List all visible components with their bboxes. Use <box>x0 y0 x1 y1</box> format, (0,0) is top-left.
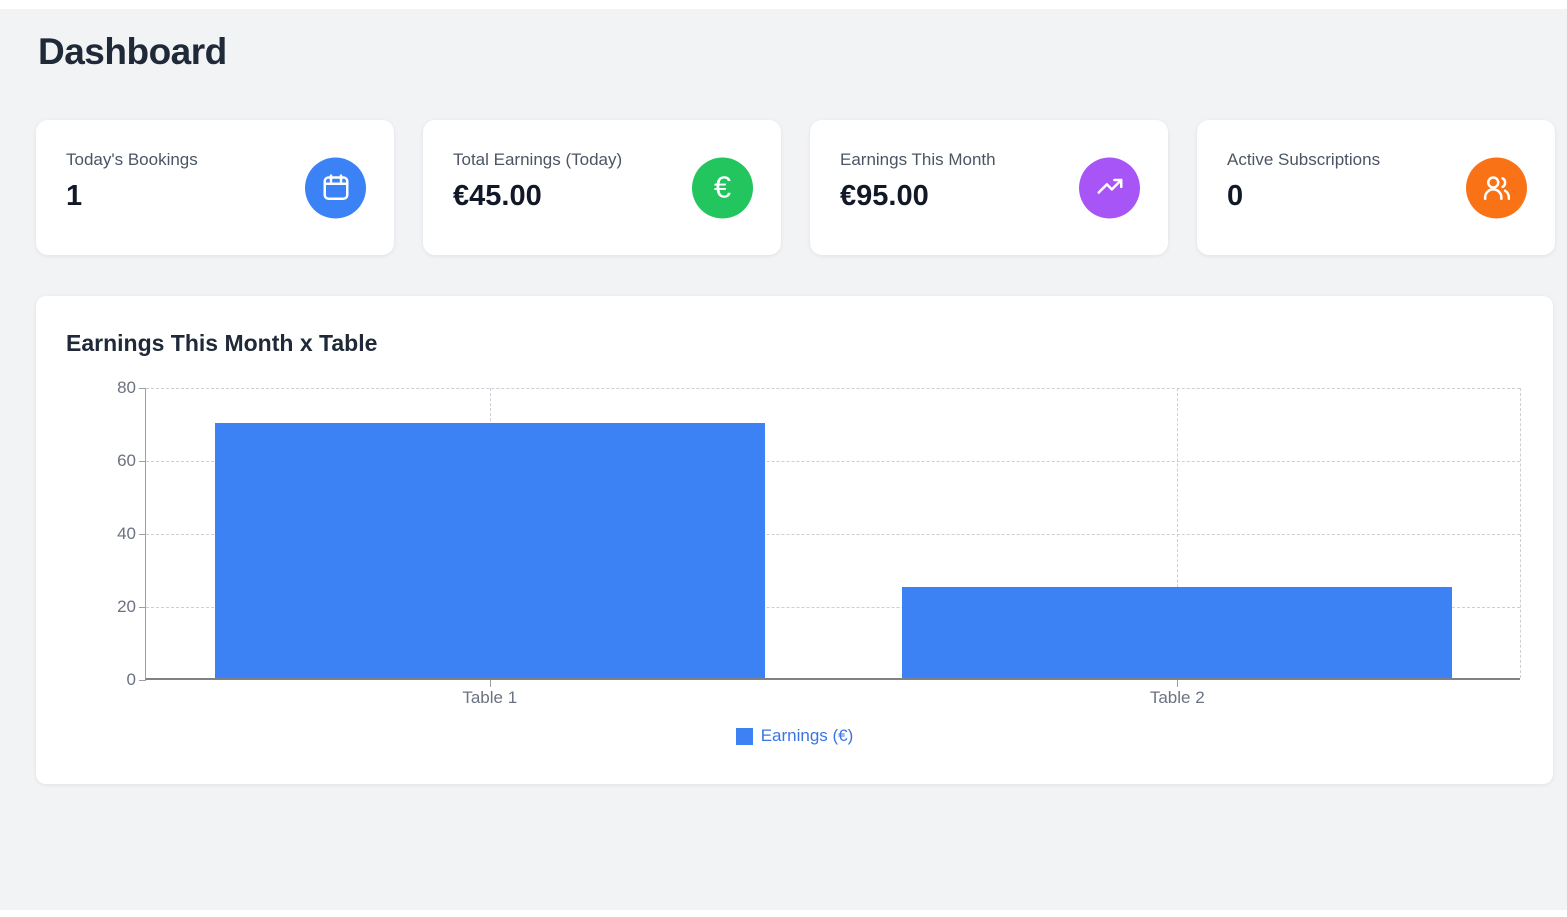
bar-table-1 <box>214 422 765 678</box>
legend-swatch <box>735 727 753 745</box>
x-axis-label: Table 1 <box>462 688 518 707</box>
gridline-y-40 <box>146 534 1520 535</box>
y-axis-label: 60 <box>117 451 136 470</box>
earnings-chart-card: Earnings This Month x Table 0 20 40 60 80 Tab… <box>36 296 1553 784</box>
stat-label: Today's Bookings <box>66 150 198 169</box>
stat-label: Earnings This Month <box>840 150 996 169</box>
trending-up-icon <box>1079 157 1140 218</box>
stat-card-earnings-this-month: Earnings This Month €95.00 <box>810 120 1168 255</box>
stat-card-todays-bookings: Today's Bookings 1 <box>36 120 394 255</box>
chart-title: Earnings This Month x Table <box>66 330 378 356</box>
y-axis-label: 0 <box>126 670 136 689</box>
y-axis-tick <box>139 461 146 462</box>
legend-label: Earnings (€) <box>760 726 854 745</box>
dashboard-page: Dashboard Today's Bookings 1 Total Earni… <box>0 9 1567 910</box>
calendar-icon <box>305 157 366 218</box>
y-axis-tick <box>139 388 146 389</box>
y-axis-tick <box>139 607 146 608</box>
y-axis-label: 40 <box>117 524 136 543</box>
y-axis-label: 80 <box>117 378 136 397</box>
chart-legend: Earnings (€) <box>36 726 1553 746</box>
page-title: Dashboard <box>38 31 227 72</box>
bar-table-2 <box>902 586 1453 678</box>
gridline-y-80 <box>146 388 1520 389</box>
bar-chart-plot: 0 20 40 60 80 Table 1 Table 2 <box>117 378 1521 707</box>
stats-row: Today's Bookings 1 Total Earnings (Today… <box>36 120 1555 255</box>
stat-label: Active Subscriptions <box>1227 150 1381 169</box>
stat-value: €45.00 <box>453 180 542 212</box>
stat-card-active-subscriptions: Active Subscriptions 0 <box>1197 120 1555 255</box>
stat-label: Total Earnings (Today) <box>453 150 623 169</box>
gridline-y-20 <box>146 607 1520 608</box>
gridline-x-2 <box>1177 388 1179 678</box>
x-axis-tick <box>489 680 491 687</box>
gridline-x-right-edge <box>1520 388 1521 678</box>
y-axis-tick <box>139 534 146 535</box>
x-axis-label: Table 2 <box>1149 688 1205 707</box>
x-axis-tick <box>1177 680 1179 687</box>
stat-value: 1 <box>66 180 83 212</box>
stat-card-total-earnings-today: Total Earnings (Today) €45.00 € <box>423 120 781 255</box>
users-icon <box>1466 157 1527 218</box>
stat-value: 0 <box>1227 180 1244 212</box>
euro-icon: € <box>692 157 753 218</box>
y-axis-label: 20 <box>117 597 136 616</box>
stat-value: €95.00 <box>840 180 929 212</box>
gridline-y-60 <box>146 461 1520 462</box>
y-axis-tick <box>139 680 146 681</box>
